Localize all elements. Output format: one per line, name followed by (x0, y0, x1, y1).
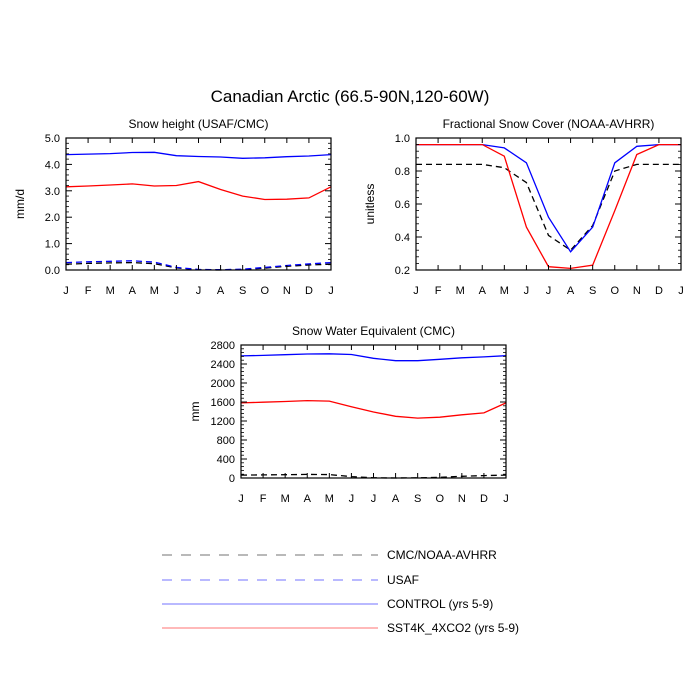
x-tick-label: M (281, 493, 290, 505)
chart-title: Snow Water Equivalent (CMC) (292, 324, 455, 338)
x-tick-label: M (456, 285, 465, 297)
x-tick-label: S (414, 493, 421, 505)
y-axis-label: unitless (363, 184, 377, 225)
x-tick-label: A (217, 285, 225, 297)
series-line-1 (65, 151, 332, 159)
x-tick-label: J (328, 285, 334, 297)
x-tick-label: O (260, 285, 269, 297)
series-line-1 (240, 353, 507, 362)
y-tick-label: 1600 (211, 397, 235, 409)
chart-2: Fractional Snow Cover (NOAA-AVHRR) unitle… (363, 117, 684, 297)
plot-frame (65, 137, 332, 271)
y-tick-label: 800 (217, 435, 235, 447)
series-line-2 (240, 399, 507, 419)
y-tick-label: 0 (229, 473, 235, 485)
x-tick-label: M (325, 493, 334, 505)
legend-label: CONTROL (yrs 5-9) (387, 597, 493, 611)
y-axis: 0.0 1.0 2.0 3.0 4.0 5.0 (45, 133, 331, 277)
y-axis-label: mm/d (13, 189, 27, 219)
series-line-3 (416, 143, 681, 270)
series-group (65, 151, 332, 271)
x-tick-label: J (196, 285, 202, 297)
y-axis: 0 400 800 1200 1600 2000 2400 2800 (211, 340, 506, 485)
chart-title: Snow height (USAF/CMC) (128, 117, 268, 131)
series-line-2 (65, 180, 332, 201)
x-tick-label: A (567, 285, 575, 297)
x-tick-label: A (479, 285, 487, 297)
y-axis-label: mm (188, 402, 202, 422)
figure-title: Canadian Arctic (66.5-90N,120-60W) (211, 87, 490, 106)
series-line-1 (416, 163, 681, 252)
y-tick-label: 400 (217, 454, 235, 466)
series-group (240, 353, 507, 479)
x-tick-label: O (610, 285, 619, 297)
x-tick-label: S (589, 285, 596, 297)
x-tick-label: J (678, 285, 684, 297)
x-tick-label: J (413, 285, 419, 297)
chart-1: Snow height (USAF/CMC)mm/dJ F M A M J J A S O N D J0… (13, 117, 334, 297)
x-tick-label: M (150, 285, 159, 297)
legend-item: USAF (162, 573, 419, 587)
x-tick-label: A (392, 493, 400, 505)
x-tick-label: J (349, 493, 355, 505)
x-tick-label: J (503, 493, 509, 505)
x-tick-label: D (655, 285, 663, 297)
x-tick-label: J (546, 285, 552, 297)
plot-frame (415, 137, 682, 271)
series-group (416, 143, 681, 270)
x-tick-label: J (174, 285, 180, 297)
x-tick-label: J (524, 285, 530, 297)
y-tick-label: 0.8 (395, 166, 410, 178)
y-tick-label: 2800 (211, 340, 235, 352)
y-tick-label: 1.0 (395, 133, 410, 145)
y-tick-label: 5.0 (45, 133, 60, 145)
x-tick-label: J (63, 285, 69, 297)
y-tick-label: 4.0 (45, 159, 60, 171)
x-tick-label: N (283, 285, 291, 297)
y-tick-label: 3.0 (45, 186, 60, 198)
x-tick-label: F (260, 493, 267, 505)
x-tick-label: N (633, 285, 641, 297)
legend-label: USAF (387, 573, 419, 587)
legend-item: CMC/NOAA-AVHRR (162, 548, 497, 562)
y-tick-label: 1200 (211, 416, 235, 428)
legend-item: SST4K_4XCO2 (yrs 5-9) (162, 621, 519, 635)
x-tick-label: N (458, 493, 466, 505)
legend-label: SST4K_4XCO2 (yrs 5-9) (387, 621, 519, 635)
x-tick-label: O (435, 493, 444, 505)
y-tick-label: 0.6 (395, 199, 410, 211)
chart-title: Fractional Snow Cover (NOAA-AVHRR) (443, 117, 655, 131)
x-tick-label: D (305, 285, 313, 297)
legend-item: CONTROL (yrs 5-9) (162, 597, 493, 611)
y-tick-label: 2400 (211, 359, 235, 371)
x-tick-label: A (304, 493, 312, 505)
y-tick-label: 0.0 (45, 265, 60, 277)
chart-3: Snow Water Equivalent (CMC) mm J F M A M J J A S O N… (188, 324, 509, 505)
x-tick-label: J (238, 493, 244, 505)
x-tick-label: J (371, 493, 377, 505)
x-tick-label: D (480, 493, 488, 505)
x-tick-label: F (435, 285, 442, 297)
x-tick-label: A (129, 285, 137, 297)
y-axis: 0.2 0.4 0.6 0.8 1.0 (395, 133, 681, 277)
y-tick-label: 0.4 (395, 232, 410, 244)
y-tick-label: 1.0 (45, 239, 60, 251)
y-tick-label: 2000 (211, 378, 235, 390)
x-tick-label: S (239, 285, 246, 297)
x-tick-label: M (106, 285, 115, 297)
legend: CMC/NOAA-AVHRR USAF CONTROL (yrs 5-9) SST4K… (162, 548, 519, 635)
legend-label: CMC/NOAA-AVHRR (387, 548, 497, 562)
y-tick-label: 0.2 (395, 265, 410, 277)
x-tick-label: F (85, 285, 92, 297)
x-tick-label: M (500, 285, 509, 297)
y-tick-label: 2.0 (45, 212, 60, 224)
